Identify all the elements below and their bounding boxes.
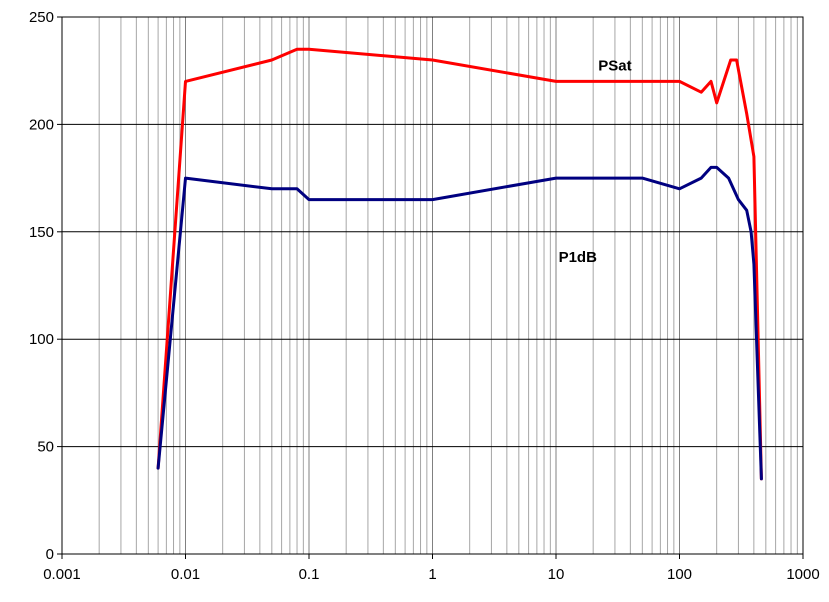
x-axis-tick-labels: 0.001 0.01 0.1 1 10 100 1000 [43,566,819,583]
x-tick-label: 0.001 [43,566,81,583]
annotation-psat: PSat [598,58,631,75]
series-lines [156,47,763,481]
x-tick-label: 0.01 [171,566,200,583]
x-tick-label: 100 [667,566,692,583]
y-axis-tick-labels: 0 50 100 150 200 250 [29,9,54,563]
y-tick-label: 250 [29,9,54,26]
x-minor-gridlines [98,17,798,554]
x-tick-label: 1000 [786,566,819,583]
x-tick-label: 1 [428,566,436,583]
plot-border [61,16,804,555]
y-tick-label: 100 [29,331,54,348]
y-tick-label: 0 [46,546,54,563]
y-tick-label: 50 [37,439,54,456]
y-tick-label: 150 [29,224,54,241]
y-tick-label: 200 [29,116,54,133]
series-line-psat [156,47,763,481]
annotation-p1db: P1dB [559,249,598,266]
series-line-p1db [156,165,763,481]
x-tick-label: 0.1 [299,566,320,583]
series-annotations: PSat P1dB [559,58,632,266]
x-tick-label: 10 [548,566,565,583]
